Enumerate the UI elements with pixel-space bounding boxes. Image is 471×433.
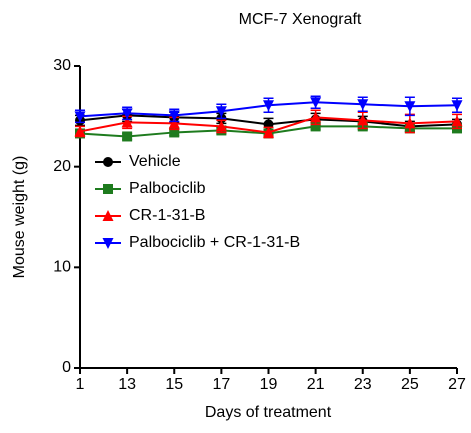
- marker: [103, 157, 113, 167]
- y-tick-label: 30: [53, 57, 71, 74]
- marker: [74, 111, 86, 123]
- marker: [215, 120, 227, 132]
- marker: [263, 100, 274, 112]
- marker: [310, 121, 321, 132]
- marker: [121, 108, 133, 120]
- y-axis-label: Mouse weight (g): [11, 156, 28, 279]
- marker: [357, 99, 369, 111]
- x-tick-label: 27: [448, 376, 466, 393]
- marker: [310, 97, 322, 109]
- x-tick-label: 25: [401, 376, 419, 393]
- legend-label: Vehicle: [129, 153, 181, 170]
- y-tick-label: 0: [62, 359, 71, 376]
- marker: [404, 101, 416, 113]
- marker: [103, 184, 113, 194]
- x-tick-label: 17: [212, 376, 230, 393]
- marker: [102, 210, 114, 221]
- x-tick-label: 21: [307, 376, 325, 393]
- marker: [357, 114, 369, 126]
- legend-label: Palbociclib + CR-1-31-B: [129, 234, 300, 251]
- marker: [310, 111, 322, 123]
- marker: [74, 125, 86, 137]
- marker: [102, 238, 114, 249]
- y-tick-label: 20: [53, 158, 71, 175]
- marker: [169, 127, 180, 138]
- marker: [122, 131, 133, 142]
- marker: [168, 117, 180, 129]
- x-axis-label: Days of treatment: [205, 404, 332, 421]
- x-tick-label: 23: [354, 376, 372, 393]
- x-tick-label: 1: [76, 376, 85, 393]
- chart-title: MCF-7 Xenograft: [239, 11, 362, 28]
- marker: [263, 126, 274, 138]
- x-tick-label: 13: [118, 376, 136, 393]
- marker: [451, 100, 463, 112]
- marker: [121, 116, 133, 128]
- legend-label: CR-1-31-B: [129, 207, 205, 224]
- legend-label: Palbociclib: [129, 180, 206, 197]
- marker: [451, 115, 463, 127]
- y-tick-label: 10: [53, 259, 71, 276]
- marker: [215, 106, 227, 118]
- marker: [168, 110, 180, 122]
- marker: [404, 117, 416, 129]
- x-tick-label: 15: [165, 376, 183, 393]
- x-tick-label: 19: [260, 376, 278, 393]
